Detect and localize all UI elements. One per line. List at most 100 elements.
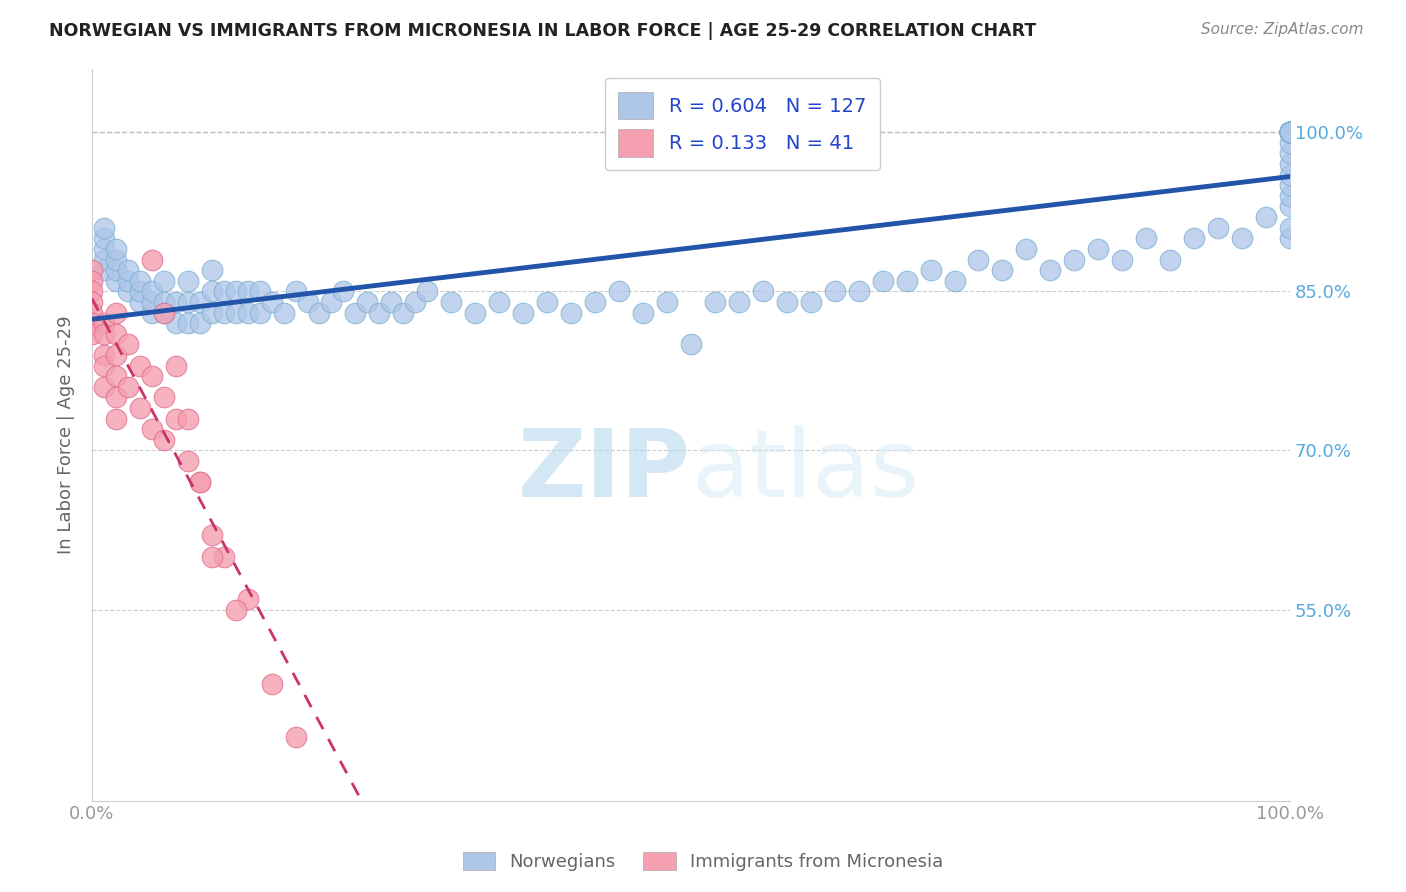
Point — [679, 337, 702, 351]
Point — [655, 295, 678, 310]
Point — [392, 305, 415, 319]
Point — [165, 316, 187, 330]
Point — [141, 252, 163, 267]
Point — [1230, 231, 1253, 245]
Point — [273, 305, 295, 319]
Point — [225, 285, 247, 299]
Point — [1279, 125, 1302, 139]
Point — [104, 411, 127, 425]
Point — [512, 305, 534, 319]
Point — [1279, 125, 1302, 139]
Point — [93, 316, 115, 330]
Point — [165, 411, 187, 425]
Point — [80, 285, 103, 299]
Point — [1279, 125, 1302, 139]
Point — [93, 348, 115, 362]
Point — [176, 316, 198, 330]
Text: atlas: atlas — [690, 425, 920, 517]
Point — [1015, 242, 1038, 256]
Point — [117, 380, 139, 394]
Point — [416, 285, 439, 299]
Point — [848, 285, 870, 299]
Point — [188, 295, 211, 310]
Point — [1206, 220, 1229, 235]
Point — [1182, 231, 1205, 245]
Point — [824, 285, 846, 299]
Point — [104, 391, 127, 405]
Point — [152, 305, 174, 319]
Point — [80, 316, 103, 330]
Point — [104, 263, 127, 277]
Point — [1279, 125, 1302, 139]
Point — [284, 285, 307, 299]
Point — [1279, 220, 1302, 235]
Point — [141, 369, 163, 384]
Point — [1279, 125, 1302, 139]
Point — [1279, 125, 1302, 139]
Point — [212, 285, 235, 299]
Point — [225, 305, 247, 319]
Point — [176, 274, 198, 288]
Point — [117, 337, 139, 351]
Point — [93, 263, 115, 277]
Point — [440, 295, 463, 310]
Point — [104, 305, 127, 319]
Point — [236, 305, 259, 319]
Point — [703, 295, 725, 310]
Point — [896, 274, 918, 288]
Point — [117, 274, 139, 288]
Point — [1135, 231, 1157, 245]
Point — [1279, 157, 1302, 171]
Point — [1279, 136, 1302, 150]
Point — [368, 305, 391, 319]
Point — [128, 401, 150, 415]
Point — [321, 295, 343, 310]
Point — [872, 274, 894, 288]
Point — [80, 326, 103, 341]
Point — [104, 348, 127, 362]
Point — [93, 326, 115, 341]
Point — [201, 305, 224, 319]
Point — [104, 242, 127, 256]
Text: ZIP: ZIP — [517, 425, 690, 517]
Point — [1279, 125, 1302, 139]
Point — [1279, 125, 1302, 139]
Point — [583, 295, 606, 310]
Point — [249, 305, 271, 319]
Point — [260, 677, 283, 691]
Point — [188, 475, 211, 490]
Point — [1279, 125, 1302, 139]
Point — [488, 295, 510, 310]
Text: NORWEGIAN VS IMMIGRANTS FROM MICRONESIA IN LABOR FORCE | AGE 25-29 CORRELATION C: NORWEGIAN VS IMMIGRANTS FROM MICRONESIA … — [49, 22, 1036, 40]
Point — [141, 295, 163, 310]
Point — [117, 285, 139, 299]
Point — [152, 274, 174, 288]
Point — [967, 252, 990, 267]
Point — [1279, 178, 1302, 193]
Point — [332, 285, 354, 299]
Point — [284, 730, 307, 744]
Point — [1279, 125, 1302, 139]
Point — [249, 285, 271, 299]
Point — [297, 295, 319, 310]
Point — [1279, 125, 1302, 139]
Y-axis label: In Labor Force | Age 25-29: In Labor Force | Age 25-29 — [58, 315, 75, 554]
Point — [80, 263, 103, 277]
Point — [128, 285, 150, 299]
Point — [1254, 210, 1277, 224]
Point — [93, 380, 115, 394]
Point — [1279, 125, 1302, 139]
Point — [344, 305, 367, 319]
Point — [104, 369, 127, 384]
Point — [920, 263, 942, 277]
Point — [93, 242, 115, 256]
Point — [201, 528, 224, 542]
Point — [80, 274, 103, 288]
Point — [128, 274, 150, 288]
Point — [1279, 125, 1302, 139]
Point — [225, 602, 247, 616]
Point — [800, 295, 823, 310]
Point — [80, 305, 103, 319]
Point — [212, 549, 235, 564]
Point — [165, 295, 187, 310]
